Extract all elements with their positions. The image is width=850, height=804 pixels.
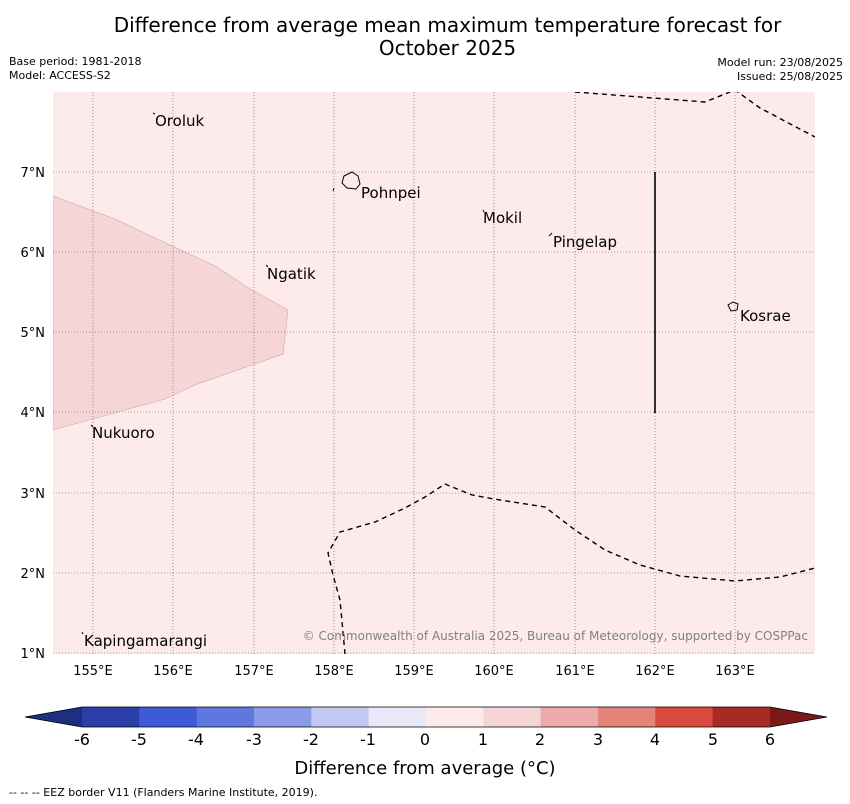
title-line-2: October 2025: [378, 36, 517, 60]
latitude-ticks: 7°N 6°N 5°N 4°N 3°N 2°N 1°N: [21, 166, 46, 662]
colorbar-tick-label: 0: [420, 730, 430, 749]
colorbar-swatch: [540, 707, 599, 727]
colorbar-tick-label: -1: [360, 730, 376, 749]
colorbar-tick-label: -5: [131, 730, 147, 749]
lon-tick-label: 163°E: [715, 664, 755, 679]
eez-legend-note: -- -- -- EEZ border V11 (Flanders Marine…: [9, 786, 318, 799]
colorbar-swatch: [311, 707, 370, 727]
place-label-pingelap: Pingelap: [553, 233, 617, 251]
colorbar-tick-label: -6: [74, 730, 90, 749]
place-label-oroluk: Oroluk: [155, 112, 204, 130]
lon-tick-label: 156°E: [153, 664, 193, 679]
colorbar-outline: [24, 706, 828, 728]
colorbar-tick-label: 6: [765, 730, 775, 749]
colorbar-swatch: [597, 707, 656, 727]
colorbar-swatch: [425, 707, 484, 727]
place-label-pohnpei: Pohnpei: [361, 184, 421, 202]
colorbar-extend-low: [25, 707, 82, 727]
ngatik-mark: [265, 264, 269, 268]
place-label-kapingamarangi: Kapingamarangi: [84, 632, 207, 650]
colorbar-tick-label: -3: [246, 730, 262, 749]
lat-tick-label: 4°N: [21, 406, 46, 421]
place-labels: Oroluk Pohnpei Mokil Pingelap Ngatik Kos…: [84, 112, 791, 650]
lon-tick-label: 157°E: [234, 664, 274, 679]
model-run: Model run: 23/08/2025: [717, 56, 843, 69]
place-label-ngatik: Ngatik: [267, 265, 316, 283]
colorbar-swatch: [368, 707, 427, 727]
colorbar-swatch: [655, 707, 714, 727]
lon-tick-label: 159°E: [394, 664, 434, 679]
lat-tick-label: 5°N: [21, 326, 46, 341]
colorbar-swatch: [196, 707, 255, 727]
colorbar-swatch: [483, 707, 542, 727]
oroluk-mark: [152, 112, 156, 115]
place-label-mokil: Mokil: [483, 209, 522, 227]
place-label-nukuoro: Nukuoro: [92, 424, 155, 442]
pingelap-mark: [548, 232, 553, 237]
lat-tick-label: 3°N: [21, 487, 46, 502]
longitude-ticks: 155°E 156°E 157°E 158°E 159°E 160°E 161°…: [73, 664, 755, 679]
ant-atoll-mark: [332, 187, 335, 192]
copyright-notice: © Commonwealth of Australia 2025, Bureau…: [303, 629, 808, 643]
pohnpei-island-outline: [341, 171, 361, 190]
colorbar: [24, 706, 828, 728]
lon-tick-label: 162°E: [635, 664, 675, 679]
lat-tick-label: 6°N: [21, 246, 46, 261]
lat-tick-label: 7°N: [21, 166, 46, 181]
issued-date: Issued: 25/08/2025: [736, 70, 843, 83]
kosrae-island-outline: [727, 301, 739, 312]
meta-left: Base period: 1981-2018 Model: ACCESS-S2: [9, 55, 141, 83]
lat-tick-label: 1°N: [21, 647, 46, 662]
place-label-kosrae: Kosrae: [740, 307, 791, 325]
map-title: Difference from average mean maximum tem…: [60, 14, 835, 60]
lon-tick-label: 158°E: [314, 664, 354, 679]
lon-tick-label: 161°E: [555, 664, 595, 679]
colorbar-tick-label: -4: [188, 730, 204, 749]
colorbar-swatch: [253, 707, 312, 727]
colorbar-tick-label: 1: [478, 730, 488, 749]
nukuoro-mark: [90, 424, 94, 428]
lat-tick-label: 2°N: [21, 567, 46, 582]
colorbar-tick-label: -2: [303, 730, 319, 749]
kapingamarangi-mark: [81, 631, 84, 635]
colorbar-label: Difference from average (°C): [294, 758, 555, 779]
colorbar-ticks: -6 -5 -4 -3 -2 -1 0 1 2 3 4 5 6: [74, 730, 775, 749]
lon-tick-label: 160°E: [474, 664, 514, 679]
colorbar-swatch: [82, 707, 140, 727]
mokil-mark: [482, 209, 485, 213]
eez-border: [327, 92, 815, 654]
base-period: Base period: 1981-2018: [9, 55, 142, 68]
colorbar-extend-high: [769, 707, 827, 727]
anomaly-region-1-to-2: [53, 195, 289, 431]
colorbar-swatch: [712, 707, 771, 727]
colorbar-swatch: [139, 707, 198, 727]
model-name: Model: ACCESS-S2: [9, 69, 111, 82]
lon-tick-label: 155°E: [73, 664, 113, 679]
colorbar-tick-label: 2: [535, 730, 545, 749]
islands: [81, 112, 739, 635]
colorbar-tick-label: 3: [593, 730, 603, 749]
colorbar-tick-label: 5: [708, 730, 718, 749]
title-line-1: Difference from average mean maximum tem…: [113, 13, 782, 37]
meta-right: Model run: 23/08/2025 Issued: 25/08/2025: [717, 56, 843, 84]
colorbar-tick-label: 4: [650, 730, 660, 749]
